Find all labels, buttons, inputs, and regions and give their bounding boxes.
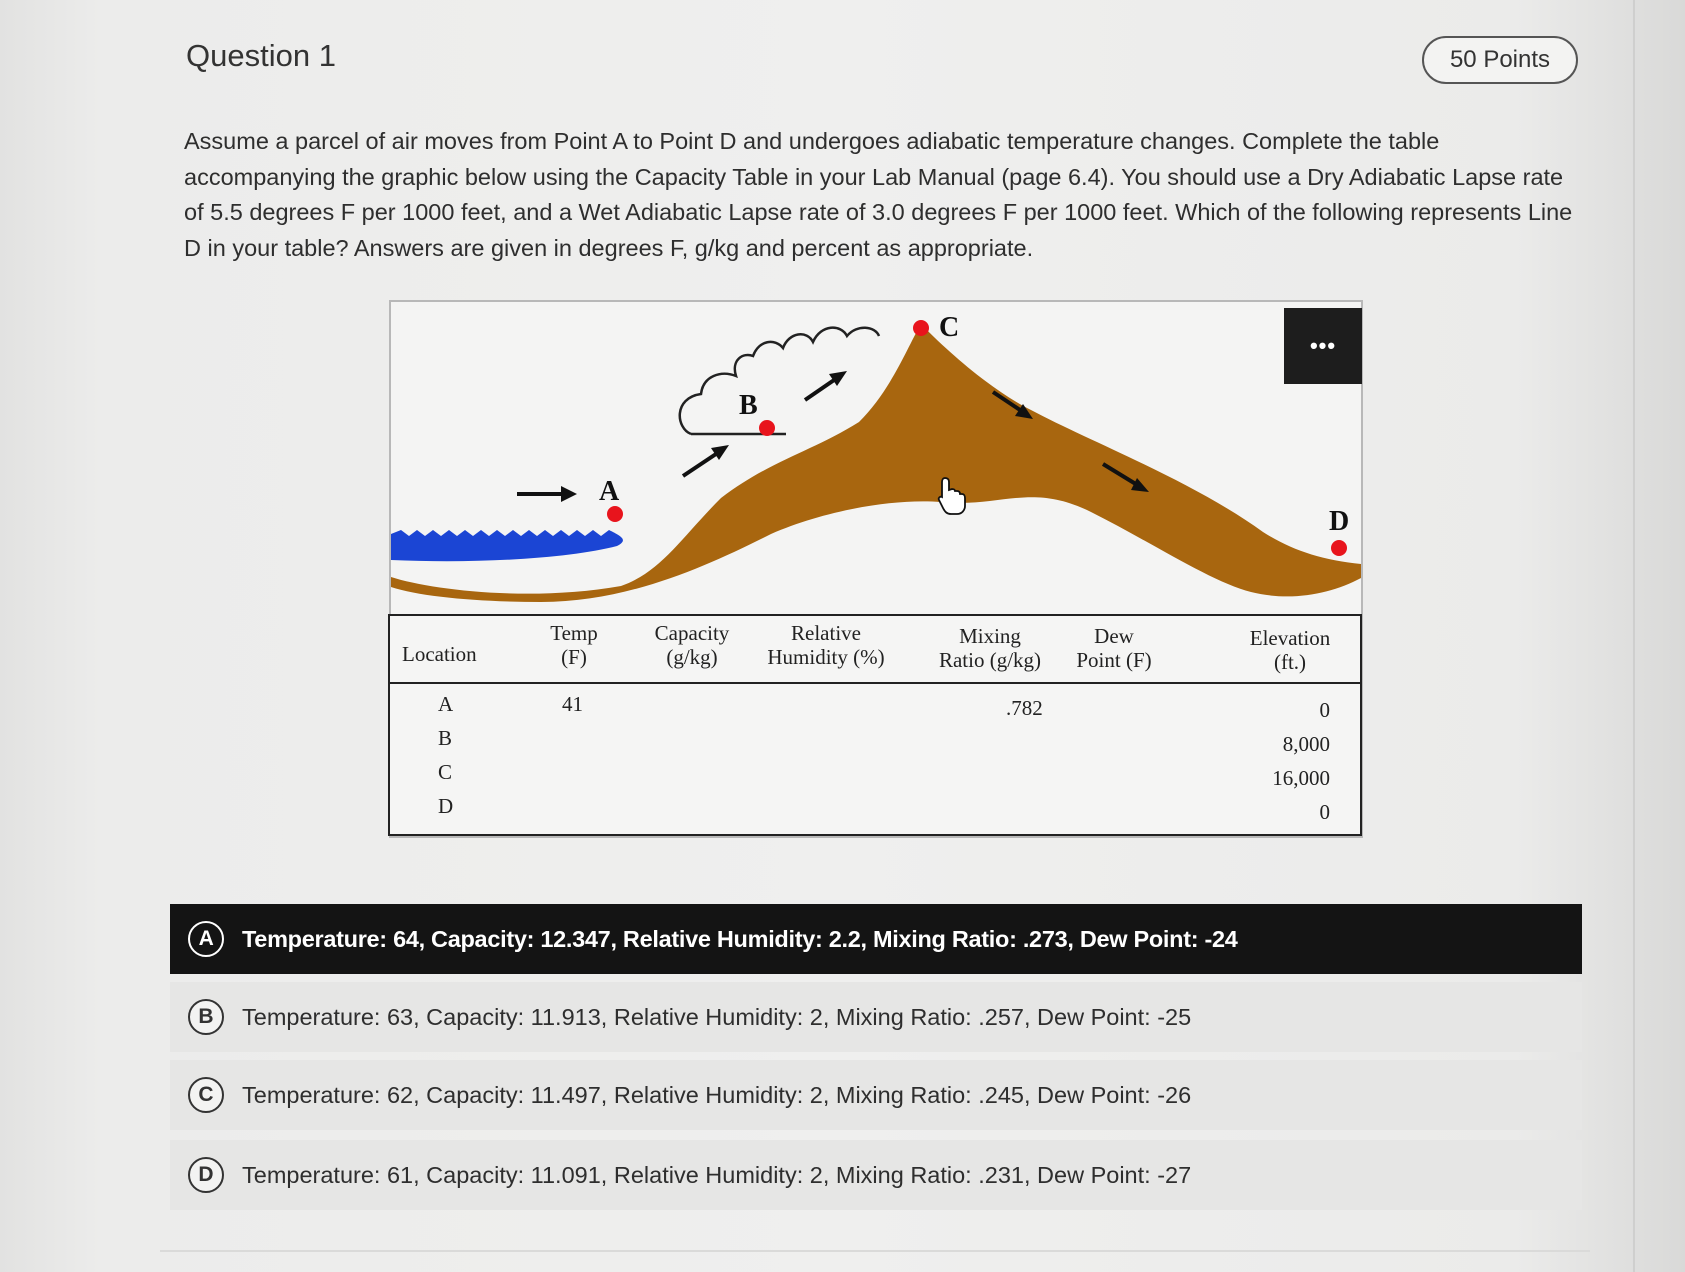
mountain-diagram: A B C D [391, 312, 1361, 602]
header-relative-humidity: Relative Humidity (%) [758, 621, 894, 669]
header-capacity-line: (g/kg) [666, 645, 718, 669]
header-rh-line: Relative [791, 621, 861, 645]
prompt-line: accompanying the graphic below using the… [184, 163, 1564, 190]
point-d-label: D [1329, 506, 1349, 537]
answer-text: Temperature: 64, Capacity: 12.347, Relat… [242, 925, 1238, 952]
point-b-label: B [739, 390, 758, 421]
table-row-elevation: 16,000 [1272, 766, 1330, 790]
header-elevation-line: (ft.) [1273, 650, 1307, 674]
divider [160, 1250, 1590, 1252]
header-rh-line: Humidity (%) [767, 645, 885, 669]
table-row-elevation: 0 [1319, 698, 1331, 722]
header-dew-point: Dew Point (F) [1066, 624, 1162, 672]
table-row-elevation: 0 [1319, 800, 1331, 824]
answer-option-a[interactable]: A Temperature: 64, Capacity: 12.347, Rel… [170, 904, 1582, 974]
data-table: Location Temp (F) Capacity (g/kg) Relati… [388, 614, 1362, 836]
header-temp-line: (F) [561, 645, 587, 669]
point-a-label: A [599, 476, 620, 507]
table-row-elevation: 8,000 [1282, 732, 1330, 756]
point-c-marker [913, 320, 929, 336]
prompt-line: of 5.5 degrees F per 1000 feet, and a We… [184, 199, 1573, 225]
header-mixing-ratio: Mixing Ratio (g/kg) [930, 624, 1050, 672]
cloud-outline [678, 326, 881, 436]
answer-letter-badge: B [188, 999, 224, 1035]
header-location: Location [402, 642, 477, 666]
answer-letter-badge: C [188, 1077, 224, 1113]
point-c-label: C [939, 312, 959, 343]
points-badge: 50 Points [1422, 36, 1578, 84]
table-row-location: C [438, 760, 453, 784]
more-options-button[interactable]: ••• [1284, 308, 1362, 384]
answer-letter-badge: D [188, 1157, 224, 1193]
header-capacity: Capacity (g/kg) [644, 621, 740, 669]
table-row-location: A [438, 692, 454, 716]
question-title: Question 1 [186, 38, 336, 73]
prompt-line: Assume a parcel of air moves from Point … [184, 128, 1440, 154]
point-b-marker [759, 420, 775, 436]
table-header-rule [390, 682, 1360, 684]
answer-text: Temperature: 62, Capacity: 11.497, Relat… [242, 1081, 1192, 1108]
header-dew-line: Dew [1094, 624, 1134, 648]
prompt-line: D in your table? Answers are given in de… [184, 234, 1034, 261]
table-row-temp: 41 [562, 692, 583, 716]
table-row-mixing: .782 [1006, 696, 1043, 720]
header-dew-line: Point (F) [1076, 648, 1152, 672]
answer-text: Temperature: 61, Capacity: 11.091, Relat… [242, 1161, 1192, 1188]
header-elevation: Elevation (ft.) [1238, 626, 1342, 674]
panel-edge [1633, 0, 1635, 1272]
header-mixing-line: Ratio (g/kg) [938, 648, 1042, 672]
answer-letter-badge: A [188, 921, 224, 957]
header-elevation-line: Elevation [1249, 626, 1331, 650]
header-temp: Temp (F) [538, 621, 610, 669]
answer-option-c[interactable]: C Temperature: 62, Capacity: 11.497, Rel… [170, 1060, 1582, 1130]
answer-text: Temperature: 63, Capacity: 11.913, Relat… [242, 1003, 1192, 1030]
table-row-location: B [438, 726, 453, 750]
header-capacity-line: Capacity [654, 621, 730, 645]
hand-cursor-icon [937, 477, 966, 515]
answer-option-b[interactable]: B Temperature: 63, Capacity: 11.913, Rel… [170, 982, 1582, 1052]
point-d-marker [1331, 540, 1347, 556]
question-prompt: Assume a parcel of air moves from Point … [184, 124, 1584, 266]
answer-option-d[interactable]: D Temperature: 61, Capacity: 11.091, Rel… [170, 1140, 1582, 1210]
point-a-marker [607, 506, 623, 522]
water-body [391, 530, 623, 562]
header-mixing-line: Mixing [959, 624, 1021, 648]
mountain-shape [391, 324, 1361, 602]
header-temp-line: Temp [550, 621, 598, 645]
question-figure[interactable]: A B C D ••• Location Temp (F) Capacity (… [388, 300, 1363, 838]
table-row-location: D [438, 794, 454, 818]
airflow-arrows [517, 371, 1149, 502]
